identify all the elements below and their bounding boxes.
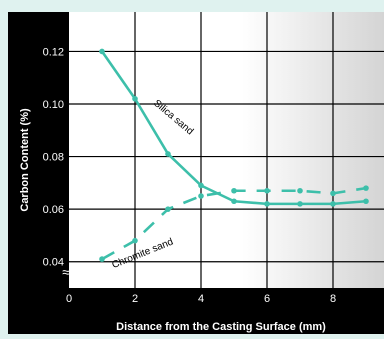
y-tick-label: 0.12 — [43, 46, 64, 58]
data-point — [198, 182, 204, 189]
data-point — [330, 190, 336, 197]
data-point — [231, 187, 237, 194]
x-tick-label: 0 — [66, 293, 72, 305]
x-tick-label: 8 — [330, 293, 336, 305]
y-tick-label: 0.08 — [43, 152, 64, 164]
x-tick-label: 2 — [132, 293, 138, 305]
data-point — [297, 201, 303, 207]
y-tick-label: 0.04 — [43, 257, 64, 269]
data-point — [132, 237, 138, 244]
data-point — [231, 198, 237, 205]
x-tick-label: 4 — [198, 293, 204, 305]
x-tick-label: 6 — [264, 293, 270, 305]
data-point — [363, 198, 369, 205]
axis-break-symbol: ≈ — [62, 264, 70, 280]
data-point — [198, 193, 204, 199]
data-point — [264, 187, 270, 194]
data-point — [165, 206, 171, 212]
data-point — [165, 151, 171, 157]
y-axis-label: Carbon Content (%) — [19, 108, 31, 212]
plot-area — [69, 12, 384, 288]
data-point — [330, 201, 336, 207]
data-point — [264, 201, 270, 207]
x-axis-label: Distance from the Casting Surface (mm) — [116, 321, 326, 333]
y-tick-label: 0.06 — [43, 204, 64, 216]
data-point — [363, 185, 369, 191]
data-point — [99, 48, 105, 55]
data-point — [132, 95, 138, 102]
y-tick-label: 0.10 — [43, 99, 64, 111]
data-point — [297, 187, 303, 194]
data-point — [99, 256, 105, 262]
